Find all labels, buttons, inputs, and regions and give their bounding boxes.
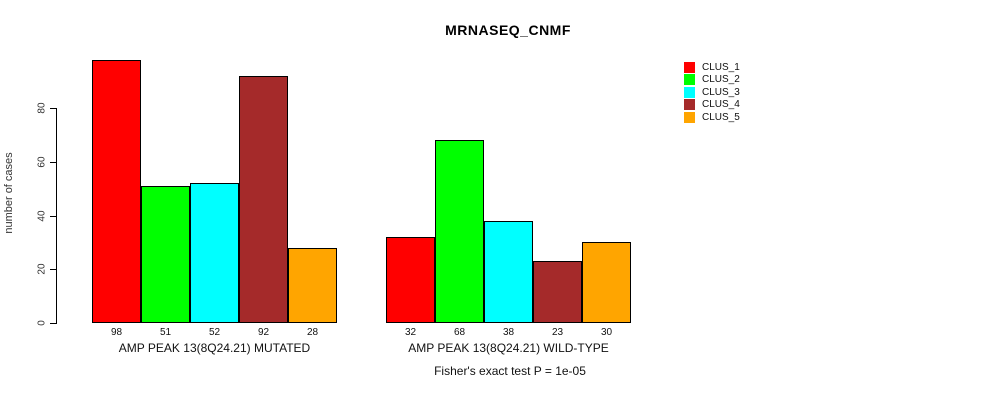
fisher-test-annotation: Fisher's exact test P = 1e-05	[434, 364, 586, 378]
legend-swatch-icon	[684, 111, 695, 123]
bar-clus_4	[533, 261, 582, 323]
legend-item-clus_2: CLUS_2	[684, 74, 740, 87]
y-tick-mark	[50, 323, 56, 324]
bar-value-label: 68	[453, 327, 466, 338]
legend-swatch-icon	[684, 86, 695, 98]
y-axis-label: number of cases	[3, 152, 15, 234]
bar-value-label: 92	[257, 327, 270, 338]
y-axis-line	[56, 108, 57, 324]
legend-label: CLUS_1	[702, 61, 740, 73]
y-tick-label: 0	[36, 320, 48, 326]
bar-clus_3	[484, 220, 533, 323]
bar-value-label: 51	[159, 327, 172, 338]
group-axis-label: AMP PEAK 13(8Q24.21) MUTATED	[118, 341, 311, 355]
legend-item-clus_4: CLUS_4	[684, 99, 740, 112]
legend-item-clus_1: CLUS_1	[684, 61, 740, 74]
bar-clus_5	[288, 247, 337, 323]
legend-label: CLUS_4	[702, 99, 740, 111]
bar-value-label: 23	[551, 327, 564, 338]
y-tick-mark	[50, 161, 56, 163]
bar-value-label: 98	[110, 327, 123, 338]
y-tick-label: 40	[36, 209, 48, 222]
bar-value-label: 32	[404, 327, 417, 338]
chart-title: MRNASEQ_CNMF	[445, 22, 571, 38]
y-tick-label: 20	[36, 263, 48, 275]
bar-value-label: 38	[502, 327, 515, 338]
bar-clus_1	[92, 59, 141, 323]
legend-label: CLUS_3	[702, 86, 740, 98]
y-tick-mark	[50, 269, 56, 271]
legend-swatch-icon	[684, 74, 695, 86]
legend-swatch-icon	[684, 61, 695, 73]
bar-value-label: 30	[600, 327, 613, 338]
bar-clus_3	[190, 183, 239, 323]
y-tick-label: 80	[36, 102, 48, 114]
bar-clus_4	[239, 75, 288, 323]
legend-item-clus_5: CLUS_5	[684, 111, 740, 124]
bar-value-label: 52	[208, 327, 221, 338]
bar-clus_1	[386, 237, 435, 323]
y-tick-mark	[50, 215, 56, 217]
bar-clus_5	[582, 242, 631, 323]
group-axis-label: AMP PEAK 13(8Q24.21) WILD-TYPE	[408, 341, 609, 355]
bar-clus_2	[141, 185, 190, 323]
legend-item-clus_3: CLUS_3	[684, 86, 740, 99]
legend-label: CLUS_5	[702, 111, 740, 123]
legend-label: CLUS_2	[702, 74, 740, 86]
legend-swatch-icon	[684, 99, 695, 111]
y-tick-mark	[50, 108, 56, 109]
bar-value-label: 28	[306, 327, 319, 338]
y-tick-label: 60	[36, 156, 48, 168]
bar-clus_2	[435, 140, 484, 323]
legend: CLUS_1 CLUS_2 CLUS_3 CLUS_4 CLUS_5	[684, 61, 740, 124]
